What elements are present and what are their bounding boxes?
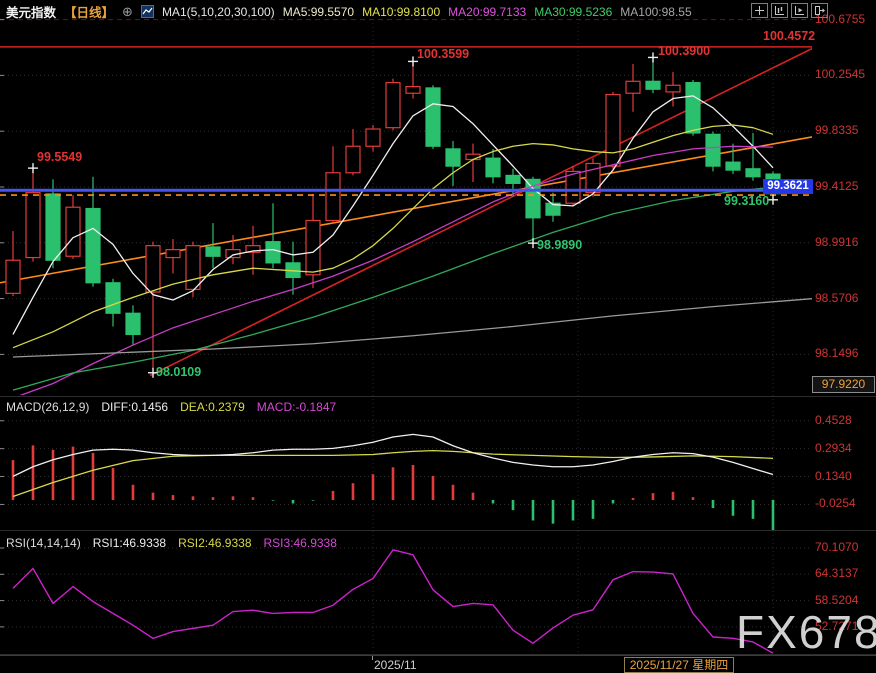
chart-toolbar (751, 3, 828, 18)
kline-style-icon[interactable] (771, 3, 788, 18)
macd-diff-value: DIFF:0.1456 (101, 400, 169, 414)
add-indicator-icon[interactable]: ⊕ (122, 4, 133, 19)
playback-icon[interactable] (791, 3, 808, 18)
last-price-tag: 99.3621 (763, 179, 813, 194)
macd-params-label: MACD(26,12,9) (6, 400, 90, 414)
axis-min-label: 97.9220 (812, 376, 875, 393)
ma5-value: MA5:99.5570 (282, 4, 355, 19)
time-axis-bar[interactable]: 2025/11 2025/11/27 星期四 (0, 655, 876, 673)
kline-icon (140, 5, 154, 18)
period-selector[interactable]: 【日线】 (64, 6, 115, 20)
crosshair-icon[interactable] (751, 3, 768, 18)
watermark: FX678 (736, 606, 876, 658)
current-date-label: 2025/11/27 星期四 (624, 657, 734, 673)
rsi3-value: RSI3:46.9338 (263, 536, 337, 550)
ma30-value: MA30:99.5236 (534, 4, 613, 19)
rsi1-value: RSI1:46.9338 (92, 536, 167, 550)
macd-dea-value: DEA:0.2379 (180, 400, 245, 414)
rsi-params-label: RSI(14,14,14) (6, 536, 81, 550)
ma20-value: MA20:99.7133 (448, 4, 527, 19)
exit-icon[interactable] (811, 3, 828, 18)
ma100-value: MA100:98.55 (620, 4, 692, 19)
axis-tick (372, 656, 373, 660)
macd-macd-value: MACD:-0.1847 (256, 400, 337, 414)
symbol-title: 美元指数 (6, 6, 57, 20)
ma10-value: MA10:99.8100 (362, 4, 441, 19)
month-label: 2025/11 (374, 658, 417, 672)
macd-header: MACD(26,12,9) DIFF:0.1456 DEA:0.2379 MAC… (6, 400, 336, 414)
rsi2-value: RSI2:46.9338 (178, 536, 252, 550)
rsi-header: RSI(14,14,14) RSI1:46.9338 RSI2:46.9338 … (6, 536, 337, 550)
chart-header: 美元指数 【日线】 ⊕ MA1(5,10,20,30,100) MA5:99.5… (6, 3, 692, 21)
ma-settings-label: MA1(5,10,20,30,100) (161, 4, 275, 19)
